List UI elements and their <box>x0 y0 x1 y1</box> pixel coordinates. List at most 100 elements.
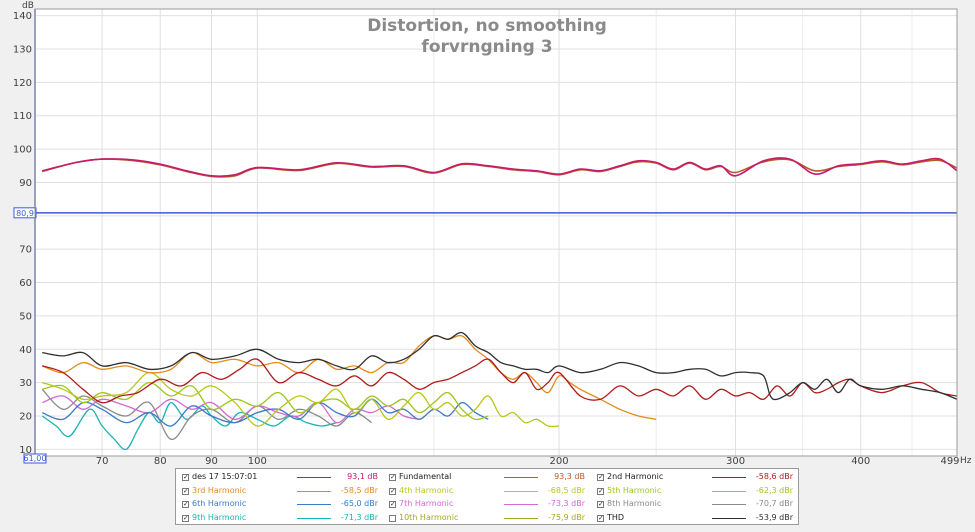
legend-name: THD <box>607 512 625 522</box>
legend-swatch <box>297 504 331 505</box>
legend-value: -58,6 dBr <box>755 472 793 481</box>
y-tick-label: 20 <box>19 411 32 422</box>
legend-swatch <box>712 504 746 505</box>
legend-swatch <box>712 477 746 478</box>
y-tick-label: 90 <box>19 178 32 189</box>
x-tick-label: 80 <box>154 456 167 467</box>
legend-checkbox[interactable]: ✓ <box>182 500 189 508</box>
legend-item[interactable]: ✓ des 17 15:07:01 93,1 dB <box>179 471 384 486</box>
legend-checkbox[interactable]: ✓ <box>182 513 189 522</box>
plot-border <box>34 8 958 457</box>
cursor-label: 80,9 <box>16 209 34 218</box>
legend-item[interactable]: ✓ 6th Harmonic -65,0 dBr <box>179 498 384 513</box>
y-tick-label: 130 <box>13 45 32 56</box>
legend-name: 3rd Harmonic <box>192 485 247 495</box>
legend-item[interactable]: ✓ Fundamental 93,3 dB <box>386 471 591 486</box>
x-tick-label: 400 <box>851 456 870 467</box>
legend-item[interactable]: ✓ 9th Harmonic -71,3 dBr <box>179 512 384 527</box>
x-tick-label: 100 <box>248 456 267 467</box>
legend-name: Fundamental <box>399 472 452 481</box>
legend-name: 4th Harmonic <box>399 485 454 495</box>
legend-swatch <box>504 504 538 505</box>
legend-checkbox[interactable]: ✓ <box>597 513 604 522</box>
legend-item[interactable]: 10th Harmonic -75,9 dBr <box>386 512 591 527</box>
series-line-3rd-harmonic <box>41 334 657 420</box>
legend-value: 93,3 dB <box>554 472 585 481</box>
legend-checkbox[interactable]: ✓ <box>597 486 604 495</box>
legend-item[interactable]: ✓ 2nd Harmonic -58,6 dBr <box>594 471 799 486</box>
grid <box>34 9 957 456</box>
x-tick-label: 300 <box>726 456 745 467</box>
legend-item[interactable]: ✓ THD -53,9 dBr <box>594 512 799 527</box>
legend-value: -71,3 dBr <box>340 512 378 522</box>
legend: ✓ des 17 15:07:01 93,1 dB ✓ Fundamental 93,3 … <box>175 468 799 525</box>
x-start-marker <box>23 453 47 464</box>
x-tick-label: 90 <box>205 456 218 467</box>
legend-swatch <box>297 517 331 519</box>
legend-swatch <box>504 517 538 519</box>
axes: 10 20 30 40 50 60 70 90 100 110 120 130 140 70 80 90 100… <box>13 11 960 467</box>
legend-name: 2nd Harmonic <box>607 472 664 481</box>
x-tick-label: 70 <box>96 456 109 467</box>
legend-name: 7th Harmonic <box>399 499 454 508</box>
legend-checkbox[interactable]: ✓ <box>389 500 396 508</box>
x-axis-unit-label: Hz <box>960 456 972 466</box>
legend-checkbox[interactable] <box>389 514 396 522</box>
legend-value: -65,0 dBr <box>340 499 378 508</box>
legend-swatch <box>712 490 746 492</box>
series-line-des-17-15-07-01 <box>42 157 958 177</box>
legend-checkbox[interactable]: ✓ <box>389 473 396 481</box>
legend-checkbox[interactable]: ✓ <box>389 486 396 495</box>
legend-swatch <box>712 517 746 519</box>
legend-name: 8th Harmonic <box>607 499 662 508</box>
series-lines <box>41 157 958 451</box>
x-end-label: 499 <box>940 456 959 467</box>
legend-value: -53,9 dBr <box>755 512 793 522</box>
legend-checkbox[interactable]: ✓ <box>597 473 604 481</box>
legend-item[interactable]: ✓ 7th Harmonic -73,3 dBr <box>386 498 591 513</box>
legend-checkbox[interactable]: ✓ <box>182 473 189 481</box>
series-line-7th-harmonic <box>41 395 420 424</box>
y-tick-label: 110 <box>13 111 32 122</box>
legend-item[interactable]: ✓ 5th Harmonic -62,3 dBr <box>594 485 799 500</box>
series-line-5th-harmonic <box>42 381 489 421</box>
legend-name: 5th Harmonic <box>607 485 662 495</box>
chart-title: Distortion, no smoothing <box>367 16 607 36</box>
legend-checkbox[interactable]: ✓ <box>182 486 189 495</box>
legend-value: -68,5 dBr <box>547 485 585 495</box>
legend-name: des 17 15:07:01 <box>192 472 258 481</box>
legend-swatch <box>504 490 538 492</box>
legend-item[interactable]: ✓ 8th Harmonic -70,7 dBr <box>594 498 799 513</box>
legend-swatch <box>297 490 331 492</box>
legend-value: -58,5 dBr <box>340 485 378 495</box>
legend-value: 93,1 dB <box>347 472 378 481</box>
legend-swatch <box>504 477 538 478</box>
y-tick-label: 50 <box>19 311 32 322</box>
legend-value: -75,9 dBr <box>547 512 585 522</box>
plot-background <box>35 9 957 456</box>
y-tick-label: 100 <box>13 145 32 156</box>
y-tick-label: 60 <box>19 278 32 289</box>
legend-item[interactable]: ✓ 3rd Harmonic -58,5 dBr <box>179 485 384 500</box>
x-tick-label: 200 <box>549 456 568 467</box>
y-tick-label: 10 <box>19 445 32 456</box>
series-line-9th-harmonic <box>41 401 337 451</box>
y-axis-unit-label: dB <box>22 1 34 11</box>
legend-name: 6th Harmonic <box>192 499 247 508</box>
y-tick-label: 120 <box>13 78 32 89</box>
series-line-2nd-harmonic <box>42 358 958 404</box>
legend-value: -70,7 dBr <box>755 499 793 508</box>
y-tick-label: 30 <box>19 378 32 389</box>
legend-name: 10th Harmonic <box>399 512 459 522</box>
x-start-label: 61,00 <box>24 454 47 463</box>
legend-value: -62,3 dBr <box>755 485 793 495</box>
legend-item[interactable]: ✓ 4th Harmonic -68,5 dBr <box>386 485 591 500</box>
legend-checkbox[interactable]: ✓ <box>597 500 604 508</box>
cursor-label-box <box>13 207 37 219</box>
legend-name: 9th Harmonic <box>192 512 247 522</box>
chart-subtitle: forvrngning 3 <box>421 37 552 57</box>
legend-value: -73,3 dBr <box>547 499 585 508</box>
y-tick-label: 140 <box>13 11 32 22</box>
